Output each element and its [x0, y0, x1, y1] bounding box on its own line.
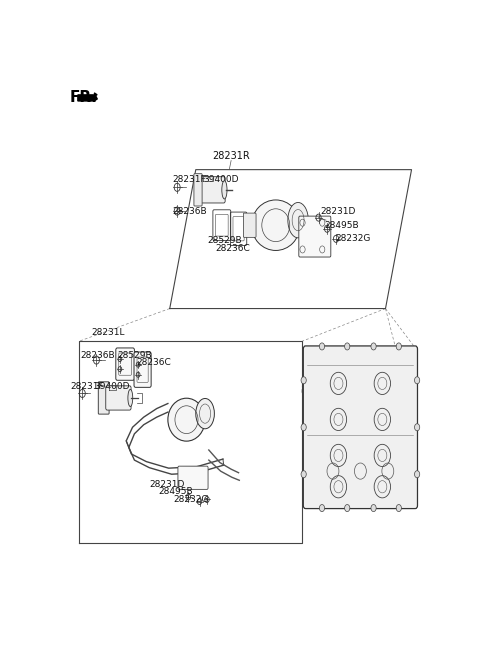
Text: 28495B: 28495B [158, 487, 193, 497]
FancyBboxPatch shape [243, 213, 256, 237]
Circle shape [345, 343, 350, 350]
FancyBboxPatch shape [134, 352, 151, 387]
Text: 28231R: 28231R [212, 150, 250, 161]
Circle shape [396, 504, 401, 512]
Text: 28231F: 28231F [71, 382, 104, 392]
Circle shape [319, 504, 324, 512]
Text: 28232G: 28232G [173, 495, 209, 504]
FancyBboxPatch shape [299, 216, 331, 257]
FancyBboxPatch shape [303, 346, 418, 508]
Circle shape [345, 504, 350, 512]
Text: 28231L: 28231L [92, 328, 125, 337]
FancyBboxPatch shape [106, 386, 131, 410]
Text: 28231D: 28231D [149, 480, 185, 489]
Circle shape [371, 504, 376, 512]
Ellipse shape [128, 390, 133, 407]
Circle shape [415, 471, 420, 478]
Text: 28529B: 28529B [207, 236, 241, 245]
Text: 28236C: 28236C [216, 245, 250, 253]
Text: 28232G: 28232G [335, 234, 371, 243]
Text: 28231F: 28231F [173, 175, 206, 184]
FancyBboxPatch shape [194, 174, 202, 206]
FancyBboxPatch shape [178, 466, 208, 489]
Ellipse shape [252, 200, 300, 251]
Ellipse shape [196, 398, 215, 429]
Ellipse shape [168, 398, 205, 441]
FancyBboxPatch shape [116, 348, 134, 380]
Ellipse shape [222, 181, 227, 199]
Ellipse shape [288, 203, 308, 238]
Polygon shape [78, 93, 97, 101]
Circle shape [319, 343, 324, 350]
Circle shape [301, 377, 306, 384]
Text: 28231D: 28231D [321, 207, 356, 216]
Text: 28236B: 28236B [173, 207, 207, 216]
Text: 28236B: 28236B [81, 350, 115, 359]
Circle shape [415, 377, 420, 384]
Text: FR.: FR. [69, 90, 97, 105]
Circle shape [415, 424, 420, 431]
FancyBboxPatch shape [198, 176, 225, 203]
Text: 39400D: 39400D [203, 175, 239, 184]
Text: 28495B: 28495B [324, 220, 359, 230]
Circle shape [371, 343, 376, 350]
Circle shape [301, 424, 306, 431]
Circle shape [301, 471, 306, 478]
Text: 28236C: 28236C [136, 358, 171, 367]
Circle shape [396, 343, 401, 350]
Text: 39400D: 39400D [94, 382, 130, 392]
Text: 28529B: 28529B [118, 350, 152, 359]
FancyBboxPatch shape [98, 382, 109, 414]
